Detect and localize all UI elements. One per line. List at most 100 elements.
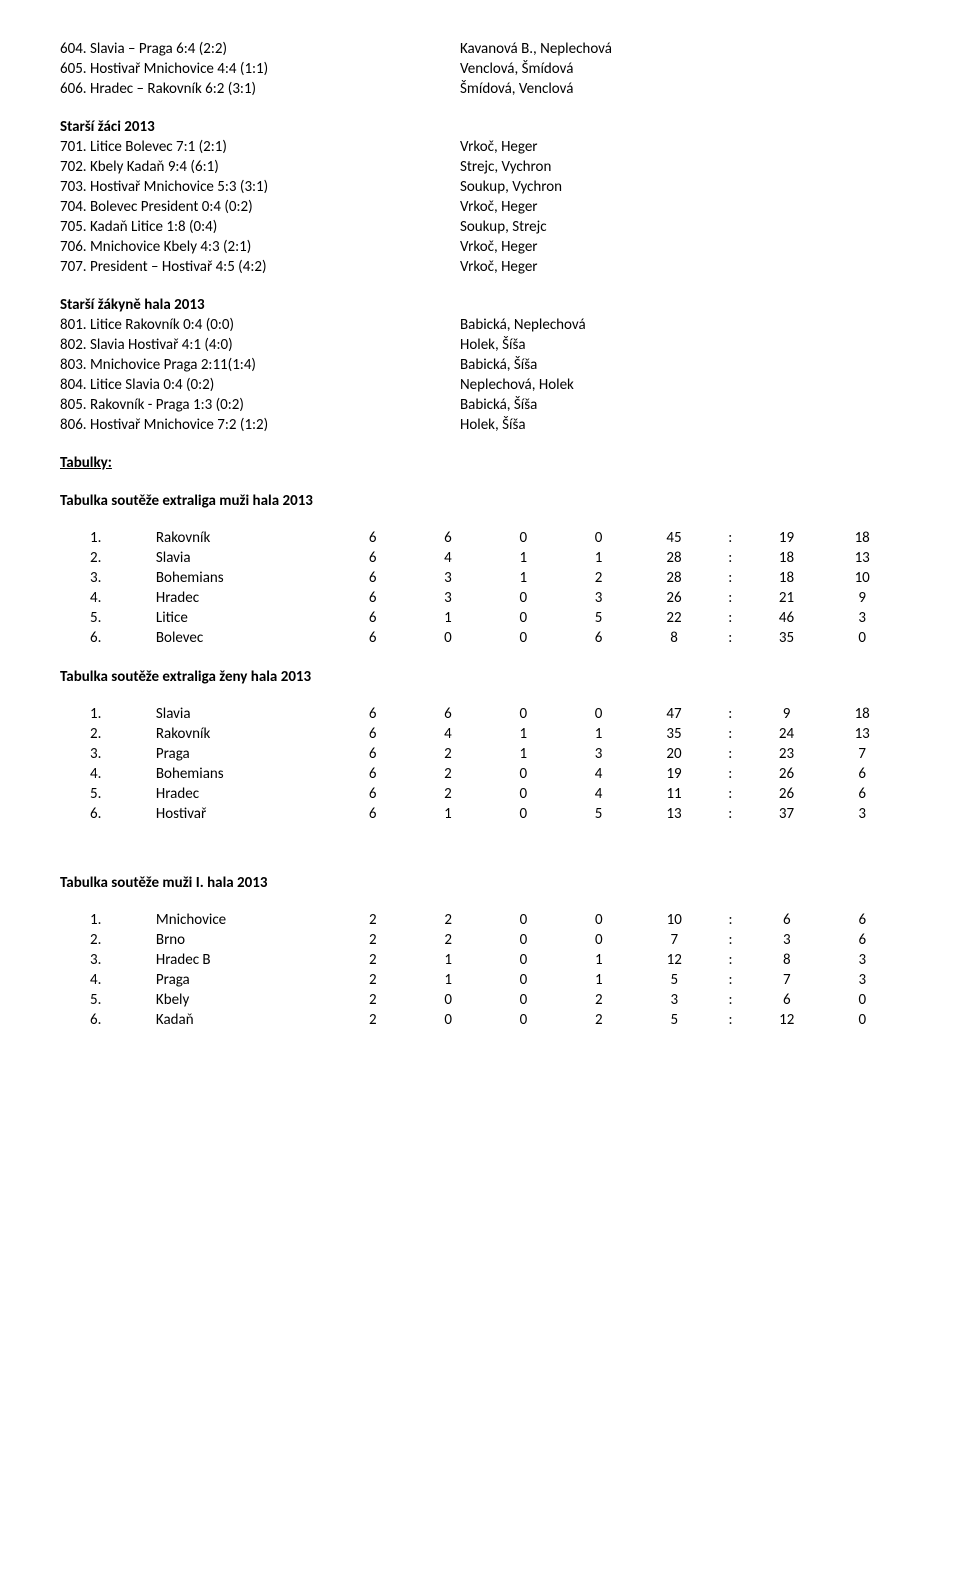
match-referees: Soukup, Vychron: [460, 178, 900, 196]
stat-cell: 6: [561, 628, 636, 648]
stat-cell: 21: [749, 588, 825, 608]
stat-cell: 9: [824, 588, 900, 608]
stat-cell: 13: [824, 724, 900, 744]
table-title: Tabulka soutěže muži I. hala 2013: [60, 874, 900, 892]
stat-cell: 0: [561, 930, 636, 950]
match-row: 707. President – Hostivař 4:5 (4:2)Vrkoč…: [60, 258, 900, 276]
match-row: 805. Rakovník - Praga 1:3 (0:2)Babická, …: [60, 396, 900, 414]
colon-cell: :: [712, 608, 749, 628]
colon-cell: :: [712, 910, 749, 930]
rank-cell: 2.: [60, 548, 152, 568]
table-row: 5.Litice610522:463: [60, 608, 900, 628]
stat-cell: 4: [410, 724, 485, 744]
stat-cell: 3: [824, 804, 900, 824]
stat-cell: 4: [561, 764, 636, 784]
rank-cell: 1.: [60, 704, 152, 724]
stat-cell: 20: [636, 744, 712, 764]
stat-cell: 7: [636, 930, 712, 950]
stat-cell: 6: [335, 724, 410, 744]
stat-cell: 19: [749, 528, 825, 548]
match-referees: Vrkoč, Heger: [460, 198, 900, 216]
table-row: 3.Hradec B210112:83: [60, 950, 900, 970]
match-referees: Neplechová, Holek: [460, 376, 900, 394]
match-referees: Holek, Šíša: [460, 336, 900, 354]
stat-cell: 0: [825, 990, 900, 1010]
stat-cell: 6: [335, 704, 410, 724]
stat-cell: 18: [749, 548, 825, 568]
section-heading: Starší žákyně hala 2013: [60, 296, 900, 314]
table-row: 1.Mnichovice220010:66: [60, 910, 900, 930]
match-description: 803. Mnichovice Praga 2:11(1:4): [60, 356, 460, 374]
stat-cell: 6: [410, 528, 485, 548]
stat-cell: 3: [636, 990, 712, 1010]
colon-cell: :: [712, 990, 749, 1010]
stat-cell: 4: [561, 784, 636, 804]
stat-cell: 0: [825, 1010, 900, 1030]
rank-cell: 4.: [60, 764, 152, 784]
colon-cell: :: [712, 704, 749, 724]
stat-cell: 3: [749, 930, 825, 950]
stat-cell: 0: [486, 910, 561, 930]
stat-cell: 5: [636, 970, 712, 990]
team-cell: Brno: [152, 930, 335, 950]
match-row: 803. Mnichovice Praga 2:11(1:4)Babická, …: [60, 356, 900, 374]
stat-cell: 6: [825, 930, 900, 950]
stat-cell: 2: [335, 1010, 410, 1030]
match-row: 702. Kbely Kadaň 9:4 (6:1)Strejc, Vychro…: [60, 158, 900, 176]
stat-cell: 1: [486, 548, 561, 568]
stat-cell: 3: [561, 588, 636, 608]
table-row: 5.Hradec620411:266: [60, 784, 900, 804]
team-cell: Slavia: [152, 704, 335, 724]
stat-cell: 0: [411, 1010, 486, 1030]
tabulky-heading: Tabulky:: [60, 454, 900, 472]
stat-cell: 6: [335, 628, 410, 648]
stat-cell: 6: [825, 910, 900, 930]
stat-cell: 5: [561, 608, 636, 628]
table-row: 2.Brno22007:36: [60, 930, 900, 950]
team-cell: Bolevec: [152, 628, 335, 648]
stat-cell: 6: [335, 804, 410, 824]
rank-cell: 1.: [60, 910, 152, 930]
colon-cell: :: [712, 764, 749, 784]
stat-cell: 46: [749, 608, 825, 628]
stat-cell: 8: [636, 628, 712, 648]
match-row: 703. Hostivař Mnichovice 5:3 (3:1)Soukup…: [60, 178, 900, 196]
team-cell: Bohemians: [152, 764, 335, 784]
table-row: 4.Bohemians620419:266: [60, 764, 900, 784]
stat-cell: 3: [410, 588, 485, 608]
stat-cell: 6: [824, 764, 900, 784]
colon-cell: :: [712, 950, 749, 970]
match-row: 804. Litice Slavia 0:4 (0:2)Neplechová, …: [60, 376, 900, 394]
table-title: Tabulka soutěže extraliga muži hala 2013: [60, 492, 900, 510]
stat-cell: 6: [335, 528, 410, 548]
stat-cell: 0: [561, 528, 636, 548]
stat-cell: 2: [561, 568, 636, 588]
stat-cell: 2: [410, 764, 485, 784]
section-heading: Starší žáci 2013: [60, 118, 900, 136]
rank-cell: 5.: [60, 784, 152, 804]
stat-cell: 1: [561, 724, 636, 744]
table-row: 6.Hostivař610513:373: [60, 804, 900, 824]
team-cell: Praga: [152, 744, 335, 764]
table-row: 2.Slavia641128:1813: [60, 548, 900, 568]
stat-cell: 3: [561, 744, 636, 764]
table-row: 1.Rakovník660045:1918: [60, 528, 900, 548]
match-description: 801. Litice Rakovník 0:4 (0:0): [60, 316, 460, 334]
stat-cell: 0: [486, 588, 561, 608]
stat-cell: 26: [749, 784, 825, 804]
stat-cell: 0: [561, 910, 636, 930]
stat-cell: 11: [636, 784, 712, 804]
stat-cell: 35: [636, 724, 712, 744]
table-row: 5.Kbely20023:60: [60, 990, 900, 1010]
table-title: Tabulka soutěže extraliga ženy hala 2013: [60, 668, 900, 686]
stat-cell: 2: [561, 1010, 636, 1030]
table-row: 4.Praga21015:73: [60, 970, 900, 990]
table-row: 3.Praga621320:237: [60, 744, 900, 764]
stat-cell: 37: [749, 804, 825, 824]
team-cell: Hostivař: [152, 804, 335, 824]
match-description: 704. Bolevec President 0:4 (0:2): [60, 198, 460, 216]
stat-cell: 18: [824, 704, 900, 724]
colon-cell: :: [712, 930, 749, 950]
stat-cell: 2: [335, 950, 410, 970]
match-referees: Vrkoč, Heger: [460, 258, 900, 276]
